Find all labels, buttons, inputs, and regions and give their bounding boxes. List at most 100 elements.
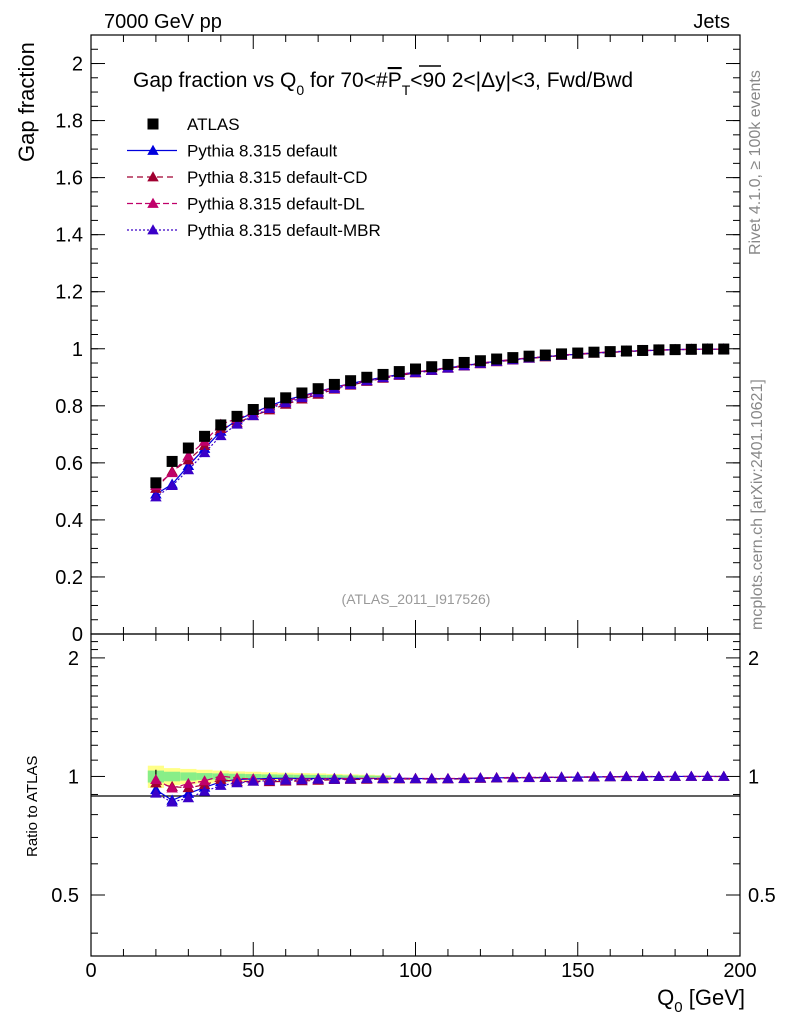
category-label: Jets [693, 11, 730, 33]
ratio-data-point [198, 785, 211, 796]
ratio-data-point [312, 773, 324, 784]
ratio-data-point [393, 772, 406, 784]
ratio-data-point [344, 773, 357, 784]
ratio-band-green [180, 772, 197, 781]
data-point [442, 358, 454, 370]
ratio-band-green [164, 771, 181, 782]
ratio-data-point [539, 771, 552, 782]
ratio-data-point [361, 773, 373, 784]
ratio-data-point [150, 773, 162, 785]
main-plot-panel: 0 0.2 0.4 0.6 0.8 1 1.2 1.4 1.6 1.8 2 (ATLAS_2011_… [55, 34, 741, 646]
ratio-data-point [296, 774, 308, 785]
data-point [474, 355, 486, 367]
data-point [539, 349, 551, 361]
data-point [215, 419, 227, 431]
data-point [199, 430, 211, 442]
ratio-y-tick-label: 0.5 [51, 885, 79, 907]
ratio-data-point [604, 771, 616, 782]
ratio-series-pythia-8-315-default-mbr [150, 770, 730, 807]
ratio-data-point [279, 774, 292, 785]
ratio-data-point [490, 772, 503, 783]
legend: ATLAS Pythia 8.315 default Pythia 8.315 de… [127, 115, 381, 240]
ratio-data-point [620, 770, 633, 781]
ratio-data-point [523, 771, 535, 782]
legend-entry: Pythia 8.315 default [127, 142, 338, 161]
ratio-data-point [263, 775, 276, 786]
ratio-data-point [701, 770, 714, 781]
data-point [312, 383, 324, 395]
data-point [669, 344, 681, 356]
ratio-y-tick-label-right: 2 [748, 648, 759, 670]
legend-marker [147, 224, 159, 235]
ratio-data-point [636, 770, 649, 781]
data-point [702, 343, 714, 355]
ratio-data-point [247, 775, 259, 786]
ratio-data-point [474, 772, 487, 783]
ratio-data-series [150, 770, 730, 807]
ratio-data-point [215, 770, 227, 781]
data-point [523, 350, 535, 362]
data-point [393, 366, 405, 378]
series-pythia-8-315-default-mbr [150, 343, 730, 502]
data-point [150, 477, 162, 489]
data-point [685, 343, 697, 355]
data-point [166, 479, 178, 490]
ratio-axis-ticks: 0.5 0.5 1 1 2 2 0 50 100 150 200 [51, 634, 776, 982]
data-point [572, 347, 584, 359]
data-point [215, 430, 227, 441]
main-axis-ticks: 0 0.2 0.4 0.6 0.8 1 1.2 1.4 1.6 1.8 2 [55, 35, 741, 646]
ratio-y-tick-label: 2 [68, 648, 79, 670]
ratio-data-point [669, 770, 681, 781]
rivet-version-label: Rivet 4.1.0, ≥ 100k events [747, 70, 764, 255]
ratio-data-point [458, 772, 470, 784]
analysis-id-label: (ATLAS_2011_I917526) [342, 591, 491, 607]
ratio-data-point [507, 772, 519, 783]
legend-marker [147, 197, 159, 208]
data-point [458, 356, 470, 368]
legend-marker [147, 171, 159, 182]
y-tick-label: 1.6 [55, 168, 83, 190]
main-y-axis-title: Gap fraction [14, 42, 39, 162]
ratio-y-tick-label-right: 0.5 [748, 885, 776, 907]
ratio-data-point [653, 770, 665, 781]
data-point [182, 442, 194, 454]
series-atlas [150, 343, 730, 489]
legend-label: Pythia 8.315 default [187, 142, 338, 161]
data-point [231, 410, 243, 422]
ratio-data-point [425, 773, 438, 784]
ratio-data-point [442, 773, 454, 784]
ratio-data-point [718, 770, 730, 781]
y-tick-label: 1 [72, 339, 83, 361]
ratio-data-point [685, 770, 698, 781]
data-point [604, 346, 616, 358]
y-tick-label: 0.4 [55, 510, 83, 532]
ratio-data-point [409, 773, 422, 784]
x-tick-label: 50 [242, 960, 264, 982]
energy-label: 7000 GeV pp [104, 11, 222, 33]
legend-marker [147, 144, 159, 155]
ratio-data-point [555, 771, 568, 782]
ratio-data-point [150, 787, 162, 798]
data-point [328, 378, 340, 390]
data-point [296, 387, 308, 399]
data-point [588, 346, 600, 358]
x-tick-label: 150 [561, 960, 594, 982]
data-point [361, 371, 373, 383]
ratio-plot-panel: 0.5 0.5 1 1 2 2 0 50 100 150 200 [51, 633, 776, 982]
data-point [263, 397, 275, 409]
legend-label: ATLAS [187, 115, 240, 134]
data-point [345, 375, 357, 387]
legend-entry: Pythia 8.315 default-DL [127, 195, 365, 214]
x-tick-label: 0 [85, 960, 96, 982]
mcplots-reference-label: mcplots.cern.ch [arXiv:2401.10621] [749, 379, 766, 630]
ratio-data-point [231, 777, 243, 788]
ratio-y-tick-label: 1 [68, 766, 79, 788]
data-point [247, 404, 259, 416]
y-tick-label: 0.8 [55, 396, 83, 418]
legend-entry: Pythia 8.315 default-CD [127, 168, 368, 187]
ratio-y-axis-title: Ratio to ATLAS [24, 756, 41, 857]
data-point [182, 464, 195, 475]
x-axis-title: Q0 [GeV] [657, 985, 745, 1016]
legend-label: Pythia 8.315 default-DL [187, 195, 365, 214]
